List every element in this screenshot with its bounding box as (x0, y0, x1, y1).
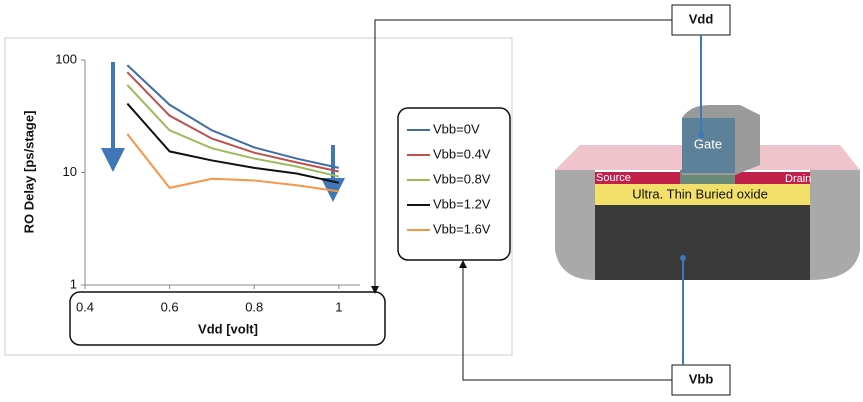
substrate (595, 205, 810, 280)
side-block (555, 170, 595, 280)
x-tick-label: 0.8 (245, 299, 263, 314)
side-block (810, 170, 860, 280)
y-tick-label: 10 (63, 164, 77, 179)
x-tick-label: 0.4 (76, 299, 94, 314)
vbb-label: Vbb (689, 371, 714, 386)
vdd-label: Vdd (689, 11, 714, 26)
drain-label: Drain (785, 173, 811, 185)
y-tick-label: 100 (55, 51, 77, 66)
figure: RO Delay [ps/stage] Vdd [volt] 1 10 100 0.4… (0, 0, 863, 402)
legend-label: Vbb=0V (433, 121, 480, 136)
y-axis-title: RO Delay [ps/stage] (21, 111, 36, 234)
oxide-label: Ultra. Thin Buried oxide (632, 186, 768, 201)
y-tick-label: 1 (70, 276, 77, 291)
legend-label: Vbb=0.4V (433, 146, 491, 161)
contact-dot (698, 132, 704, 138)
legend-label: Vbb=0.8V (433, 171, 491, 186)
legend-label: Vbb=1.2V (433, 196, 491, 211)
contact-dot (680, 255, 686, 261)
legend-label: Vbb=1.6V (433, 221, 491, 236)
source-label: Source (596, 172, 631, 184)
x-tick-label: 0.6 (161, 299, 179, 314)
x-tick-label: 1 (335, 299, 342, 314)
x-axis-title: Vdd [volt] (198, 321, 258, 336)
gate-label: Gate (694, 136, 722, 151)
